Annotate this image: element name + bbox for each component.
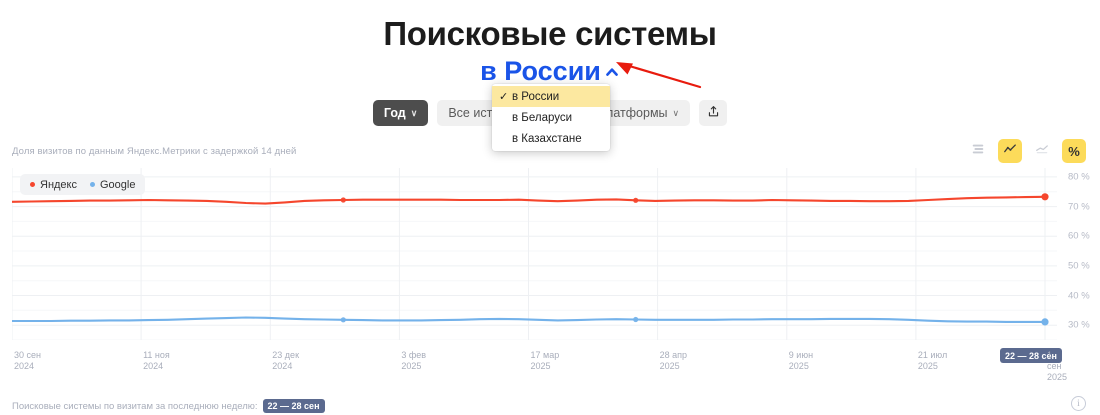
page-title: Поисковые системы в России bbox=[0, 14, 1100, 88]
x-axis-tick-label: 17 мар 2025 bbox=[531, 350, 560, 372]
y-axis-tick-label: 80 % bbox=[1068, 171, 1090, 183]
chart-type-toolbar: % bbox=[966, 139, 1086, 163]
x-axis-tick-label: 9 июн 2025 bbox=[789, 350, 813, 372]
x-axis-tick-label: 11 ноя 2024 bbox=[143, 350, 170, 372]
chevron-down-icon: ∨ bbox=[410, 107, 418, 118]
page-title-main: Поисковые системы bbox=[383, 15, 717, 52]
x-tick-year: 2025 bbox=[659, 361, 680, 371]
region-dropdown-item-belarus[interactable]: в Беларуси bbox=[492, 107, 610, 128]
x-tick-year: 2025 bbox=[530, 361, 551, 371]
y-axis-tick-label: 70 % bbox=[1068, 201, 1090, 213]
line-plot bbox=[12, 168, 1057, 340]
x-axis-labels: 22 — 28 сен 30 сен 2024 11 ноя 2024 23 дек 20… bbox=[12, 348, 1067, 382]
x-axis-tick-label: 1 сен 2025 bbox=[1047, 350, 1067, 383]
chart-area[interactable]: Яндекс Google bbox=[12, 168, 1057, 340]
area-chart-icon bbox=[1035, 142, 1049, 161]
x-tick-day: 3 фев bbox=[401, 350, 427, 360]
share-button[interactable] bbox=[699, 100, 728, 126]
x-tick-year: 2024 bbox=[272, 361, 293, 371]
x-tick-year: 2025 bbox=[917, 361, 938, 371]
chevron-up-icon bbox=[604, 64, 620, 80]
check-icon: ✓ bbox=[499, 91, 509, 103]
legend-color-dot bbox=[90, 182, 95, 187]
share-upload-icon bbox=[707, 105, 720, 121]
red-arrow-icon bbox=[612, 58, 702, 95]
x-tick-day: 17 мар bbox=[530, 350, 560, 360]
x-axis-tick-label: 21 июл 2025 bbox=[918, 350, 947, 372]
region-dropdown-item-russia[interactable]: ✓ в России bbox=[492, 86, 610, 107]
x-tick-day: 28 апр bbox=[659, 350, 687, 360]
percent-icon-button[interactable]: % bbox=[1062, 139, 1086, 163]
area-chart-icon-button[interactable] bbox=[1030, 139, 1054, 163]
y-axis-tick-label: 40 % bbox=[1068, 290, 1090, 301]
chart-footer-badge: 22 — 28 сен bbox=[262, 399, 325, 413]
chart-footer-text: Поисковые системы по визитам за последню… bbox=[12, 400, 258, 412]
period-filter-label: Год bbox=[383, 106, 406, 120]
chart-legend[interactable]: Яндекс Google bbox=[20, 174, 146, 195]
x-tick-day: 23 дек bbox=[272, 350, 300, 360]
x-axis-tick-label: 30 сен 2024 bbox=[14, 350, 41, 372]
x-tick-day: 30 сен bbox=[14, 350, 41, 360]
y-axis-tick-label: 30 % bbox=[1068, 319, 1090, 331]
region-selector-title[interactable]: в России bbox=[480, 54, 620, 88]
info-icon[interactable]: i bbox=[1071, 396, 1086, 411]
percent-icon: % bbox=[1068, 143, 1080, 159]
period-filter-button[interactable]: Год ∨ bbox=[372, 100, 429, 126]
region-dropdown-item-kazakhstan[interactable]: в Казахстане bbox=[492, 128, 610, 149]
stacked-bars-icon-button[interactable] bbox=[966, 139, 990, 163]
region-dropdown-item-label: в Беларуси bbox=[512, 111, 573, 124]
chart-footer: Поисковые системы по визитам за последню… bbox=[12, 399, 325, 413]
x-axis-tick-label: 28 апр 2025 bbox=[660, 350, 687, 372]
x-axis-tick-label: 23 дек 2024 bbox=[272, 350, 299, 372]
line-chart-icon bbox=[1003, 142, 1017, 161]
legend-item-yandex[interactable]: Яндекс bbox=[30, 179, 77, 191]
current-week-badge: 22 — 28 сен bbox=[1000, 348, 1062, 363]
stacked-bars-icon bbox=[971, 142, 985, 161]
chart-caption: Доля визитов по данным Яндекс.Метрики с … bbox=[12, 146, 297, 157]
line-chart-icon-button[interactable] bbox=[998, 139, 1022, 163]
region-dropdown-item-label: в Казахстане bbox=[512, 132, 582, 145]
legend-label: Google bbox=[100, 178, 136, 191]
legend-color-dot bbox=[30, 182, 35, 187]
x-tick-day: 11 ноя bbox=[143, 350, 170, 360]
x-axis-tick-label: 3 фев 2025 bbox=[401, 350, 426, 372]
region-dropdown-menu[interactable]: ✓ в России в Беларуси в Казахстане bbox=[492, 84, 610, 151]
x-tick-day: 1 сен bbox=[1047, 350, 1062, 371]
x-tick-year: 2025 bbox=[788, 361, 809, 371]
x-tick-year: 2025 bbox=[401, 361, 422, 371]
region-dropdown-item-label: в России bbox=[512, 90, 560, 103]
legend-label: Яндекс bbox=[40, 178, 77, 191]
x-tick-day: 21 июл bbox=[917, 350, 948, 360]
region-selector-label: в России bbox=[480, 56, 601, 86]
y-axis-tick-label: 50 % bbox=[1068, 260, 1090, 272]
y-axis-tick-label: 60 % bbox=[1068, 230, 1090, 242]
x-tick-year: 2024 bbox=[14, 361, 35, 371]
x-tick-year: 2025 bbox=[1047, 372, 1068, 382]
legend-item-google[interactable]: Google bbox=[90, 179, 135, 191]
chevron-down-icon: ∨ bbox=[672, 107, 680, 118]
x-tick-day: 9 июн bbox=[788, 350, 814, 360]
x-tick-year: 2024 bbox=[143, 361, 164, 371]
y-axis-labels: 80 % 70 % 60 % 50 % 40 % 30 % bbox=[1062, 168, 1100, 340]
